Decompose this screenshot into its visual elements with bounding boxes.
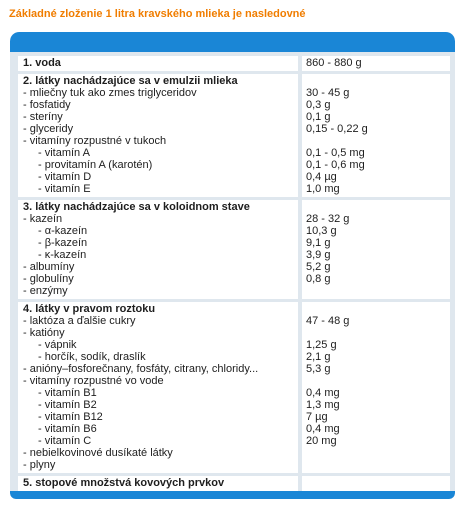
item-label: - kazeín [23,213,63,225]
item-label: - vitamín B2 [38,399,97,411]
item-value: 2,1 g [306,351,331,363]
section: 1. voda 860 - 880 g [18,56,450,71]
item-label: - horčík, sodík, draslík [38,351,146,363]
item-value [306,375,450,387]
item-value: 860 - 880 g [306,57,362,69]
item-label: - vápnik [38,339,77,351]
item-label: - nebielkovinové dusíkaté látky [23,447,173,459]
item-label: - vitamín B1 [38,387,97,399]
item-label: - glyceridy [23,123,74,135]
value-cell: 28 - 32 g 10,3 g 9,1 g 3,9 g 5,2 g 0,8 g [302,200,450,299]
item-value [306,75,450,87]
item-label: - vitamín E [38,183,91,195]
item-label: - provitamín A (karotén) [38,159,153,171]
item-label: - anióny–fosforečnany, fosfáty, citrany,… [23,363,259,375]
item-value: 0,4 µg [306,171,337,183]
item-label: - β-kazeín [38,237,88,249]
item-value [306,447,450,459]
item-value: 3,9 g [306,249,331,261]
item-value [306,303,450,315]
item-value: 10,3 g [306,225,337,237]
section: 3. látky nachádzajúce sa v koloidnom sta… [18,200,450,299]
item-value [306,459,450,471]
item-value [306,477,450,489]
item-value: 0,8 g [306,273,331,285]
item-value: 0,1 - 0,5 mg [306,147,365,159]
item-value [306,201,450,213]
item-label: - katióny [23,327,65,339]
section-heading: 4. látky v pravom roztoku [23,303,156,315]
item-label: - fosfatidy [23,99,71,111]
item-value: 1,3 mg [306,399,340,411]
item-label: - vitamín B6 [38,423,97,435]
item-label: - vitamín C [38,435,92,447]
item-value: 9,1 g [306,237,331,249]
item-value: 0,1 g [306,111,331,123]
value-cell: 47 - 48 g 1,25 g 2,1 g 5,3 g 0,4 mg 1,3 mg 7 µ… [302,302,450,473]
item-value: 1,25 g [306,339,337,351]
item-value: 0,1 - 0,6 mg [306,159,365,171]
table-header-bar [10,32,455,52]
item-value: 28 - 32 g [306,213,350,225]
label-cell: 3. látky nachádzajúce sa v koloidnom sta… [18,200,298,299]
section-heading: 5. stopové množstvá kovových prvkov [23,477,225,489]
table-body: 1. voda 860 - 880 g 2. látky nachádzajúce … [18,56,450,494]
section: 2. látky nachádzajúce sa v emulzii mliek… [18,74,450,197]
item-label: - vitamín A [38,147,90,159]
section: 5. stopové množstvá kovových prvkov [18,476,450,491]
item-value: 0,15 - 0,22 g [306,123,368,135]
item-label: - vitamín B12 [38,411,103,423]
item-label: - mliečny tuk ako zmes triglyceridov [23,87,197,99]
value-cell [302,476,450,491]
label-cell: 2. látky nachádzajúce sa v emulzii mliek… [18,74,298,197]
item-label: - vitamíny rozpustné v tukoch [23,135,167,147]
item-value: 20 mg [306,435,337,447]
item-label: - κ-kazeín [38,249,87,261]
item-value [306,285,450,297]
item-value: 5,3 g [306,363,331,375]
value-cell: 30 - 45 g 0,3 g 0,1 g 0,15 - 0,22 g 0,1 - 0,… [302,74,450,197]
item-label: - globulíny [23,273,74,285]
item-value: 7 µg [306,411,328,423]
item-value: 30 - 45 g [306,87,350,99]
table: 1. voda 860 - 880 g 2. látky nachádzajúce … [10,32,455,499]
label-cell: 5. stopové množstvá kovových prvkov [18,476,298,491]
item-label: - plyny [23,459,56,471]
item-value: 0,3 g [306,99,331,111]
section: 4. látky v pravom roztoku - laktóza a ďal… [18,302,450,473]
item-label: - vitamíny rozpustné vo vode [23,375,164,387]
item-value: 1,0 mg [306,183,340,195]
section-heading: 3. látky nachádzajúce sa v koloidnom sta… [23,201,250,213]
label-cell: 1. voda [18,56,298,71]
item-label: - albumíny [23,261,75,273]
item-value: 0,4 mg [306,423,340,435]
section-heading: 1. voda [23,57,61,69]
item-value [306,327,450,339]
item-label: - laktóza a ďalšie cukry [23,315,136,327]
section-heading: 2. látky nachádzajúce sa v emulzii mliek… [23,75,238,87]
item-value: 47 - 48 g [306,315,350,327]
item-label: - steríny [23,111,63,123]
value-cell: 860 - 880 g [302,56,450,71]
item-label: - α-kazeín [38,225,88,237]
item-value [306,135,450,147]
title: Základné zloženie 1 litra kravského mlie… [9,8,306,20]
label-cell: 4. látky v pravom roztoku - laktóza a ďal… [18,302,298,473]
item-label: - vitamín D [38,171,92,183]
item-label: - enzýmy [23,285,68,297]
item-value: 0,4 mg [306,387,340,399]
item-value: 5,2 g [306,261,331,273]
table-footer-bar [10,491,455,499]
